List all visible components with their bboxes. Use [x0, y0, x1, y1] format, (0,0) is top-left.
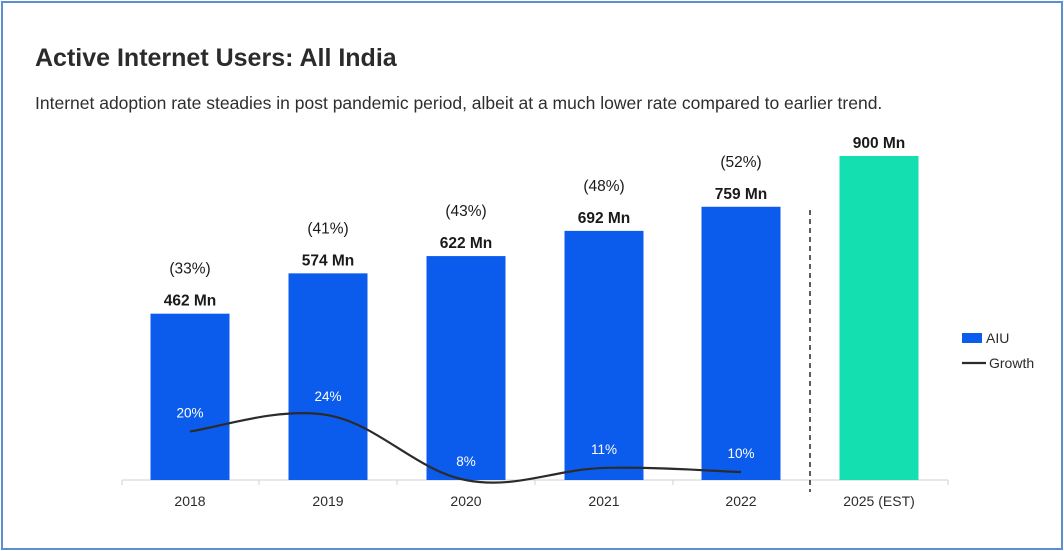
bar-2025-est- — [839, 156, 919, 480]
bar-value-label: 759 Mn — [715, 186, 768, 203]
bracket-label: (48%) — [583, 178, 624, 195]
bar-value-label: 622 Mn — [440, 235, 493, 252]
legend-aiu-swatch — [962, 333, 982, 343]
x-tick-label: 2018 — [174, 493, 205, 509]
growth-value-label: 8% — [456, 454, 476, 469]
growth-line — [189, 412, 742, 484]
x-tick-label: 2021 — [588, 493, 619, 509]
chart-title: Active Internet Users: All India — [35, 44, 397, 72]
bar-value-label: 574 Mn — [302, 252, 355, 269]
bar-value-label: 900 Mn — [853, 135, 906, 152]
bracket-label: (52%) — [720, 154, 761, 171]
chart-subtitle: Internet adoption rate steadies in post … — [35, 93, 883, 113]
x-tick-label: 2020 — [450, 493, 481, 509]
bar-2019 — [288, 273, 368, 480]
bar-value-label: 462 Mn — [164, 293, 217, 310]
growth-value-label: 24% — [314, 389, 341, 404]
bar-value-label: 692 Mn — [578, 210, 631, 227]
bar-2022 — [701, 206, 781, 480]
x-tick-label: 2019 — [312, 493, 343, 509]
bracket-label: (33%) — [169, 261, 210, 278]
legend-aiu-label: AIU — [986, 330, 1009, 346]
x-tick-label: 2025 (EST) — [843, 493, 915, 509]
x-tick-label: 2022 — [725, 493, 756, 509]
growth-value-label: 20% — [176, 405, 203, 420]
growth-value-label: 10% — [727, 446, 754, 461]
bar-2021 — [564, 230, 644, 480]
bracket-label: (43%) — [445, 203, 486, 220]
growth-value-label: 11% — [591, 442, 617, 457]
bar-2018 — [150, 313, 230, 480]
legend-growth-label: Growth — [989, 355, 1034, 371]
bar-2020 — [426, 256, 506, 480]
bracket-label: (41%) — [307, 220, 348, 237]
